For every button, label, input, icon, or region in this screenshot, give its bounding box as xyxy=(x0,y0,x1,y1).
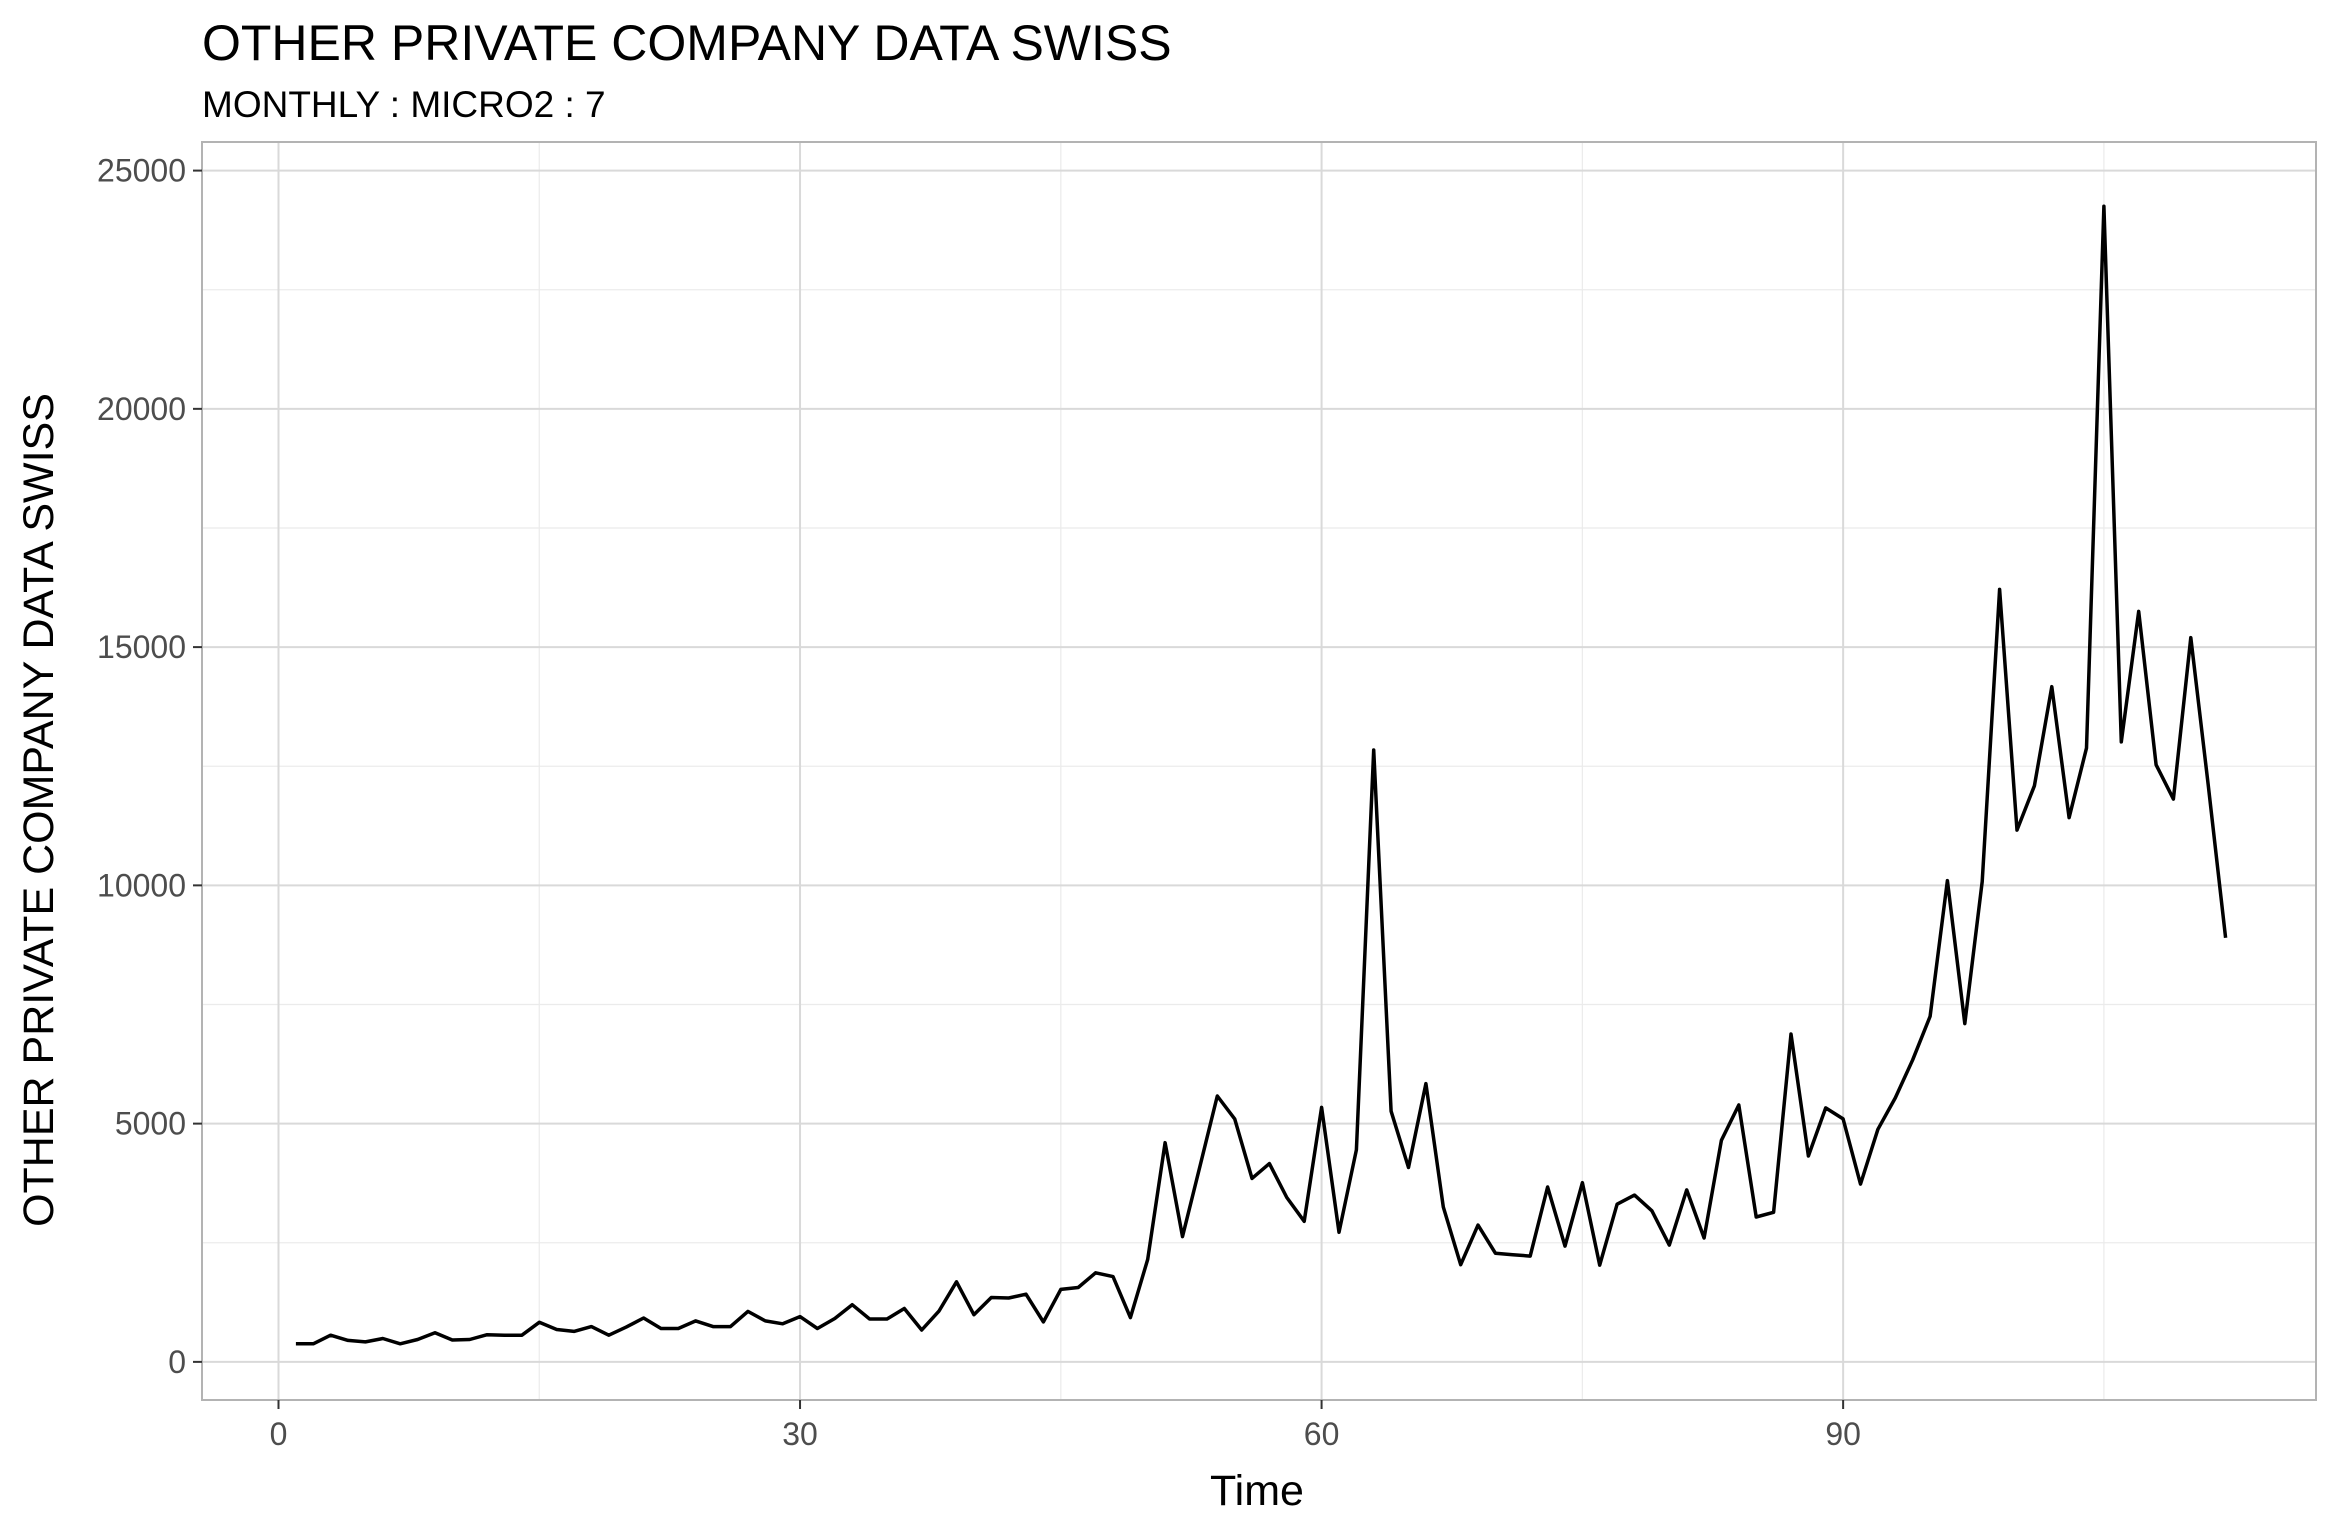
y-tick-label: 20000 xyxy=(97,391,186,427)
y-axis-title: OTHER PRIVATE COMPANY DATA SWISS xyxy=(15,393,63,1227)
y-tick-label: 10000 xyxy=(97,867,186,903)
minor-gridlines xyxy=(202,142,2316,1400)
x-axis-title: Time xyxy=(1210,1467,1304,1515)
y-tick-label: 5000 xyxy=(115,1106,186,1142)
y-tick-label: 25000 xyxy=(97,153,186,189)
y-axis-ticks: 0 5000 10000 15000 20000 25000 xyxy=(97,153,202,1380)
x-tick-label: 30 xyxy=(782,1416,818,1452)
y-tick-label: 15000 xyxy=(97,629,186,665)
major-gridlines xyxy=(202,142,2316,1400)
chart-title: OTHER PRIVATE COMPANY DATA SWISS xyxy=(202,15,1172,71)
chart-subtitle: MONTHLY : MICRO2 : 7 xyxy=(202,84,606,125)
x-tick-label: 60 xyxy=(1304,1416,1340,1452)
y-tick-label: 0 xyxy=(168,1344,186,1380)
series-line xyxy=(295,204,2228,1346)
plot-panel-border xyxy=(201,141,2317,1401)
x-axis-ticks: 0 30 60 90 xyxy=(270,1400,1861,1452)
x-tick-label: 0 xyxy=(270,1416,288,1452)
x-tick-label: 90 xyxy=(1825,1416,1861,1452)
